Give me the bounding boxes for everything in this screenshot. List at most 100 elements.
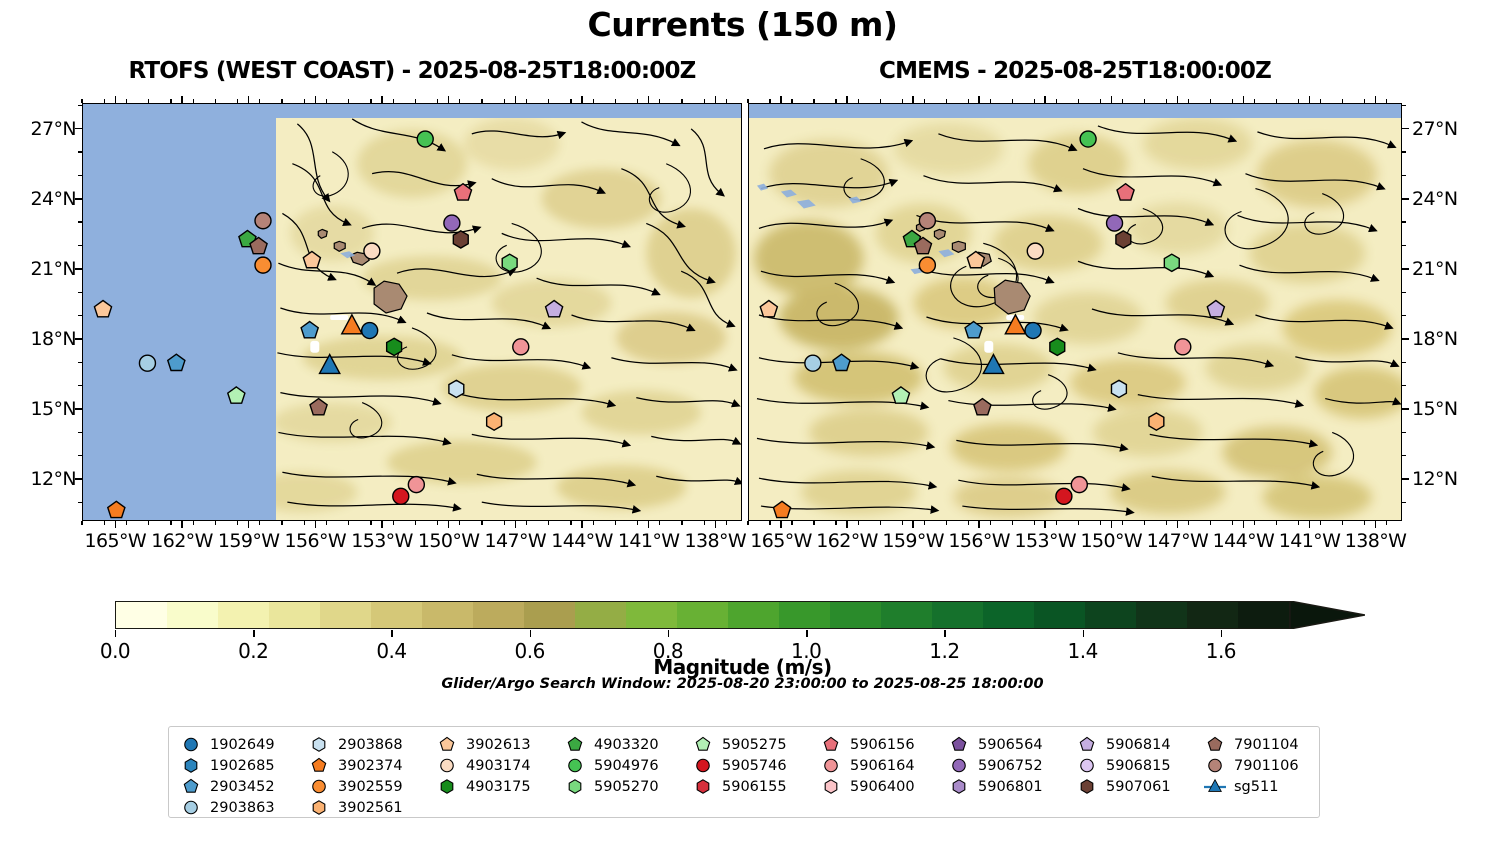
- map-marker-5906156[interactable]: [1116, 182, 1135, 201]
- map-marker-1902649[interactable]: [1024, 321, 1042, 340]
- x-tick-minor-top: [1055, 99, 1057, 103]
- map-marker-5907061[interactable]: [452, 230, 469, 249]
- y-tick-minor-right: [1402, 244, 1406, 247]
- map-marker-5906156[interactable]: [453, 182, 473, 201]
- legend-item-3902561[interactable]: 3902561: [307, 797, 435, 818]
- colorbar-segment-14: [830, 602, 881, 628]
- legend-item-5904976[interactable]: 5904976: [563, 755, 691, 776]
- map-marker-5904976[interactable]: [416, 130, 434, 148]
- map-marker-4903174[interactable]: [363, 242, 381, 260]
- map-marker-7901106[interactable]: [918, 212, 937, 230]
- colorbar-segment-8: [524, 602, 575, 628]
- map-marker-3902613[interactable]: [966, 250, 986, 269]
- map-marker-2903868[interactable]: [448, 379, 465, 399]
- map-marker-5905275[interactable]: [891, 386, 911, 404]
- map-marker-1902649[interactable]: [360, 321, 379, 340]
- legend-item-5905275[interactable]: 5905275: [691, 734, 819, 755]
- map-marker-3902613b[interactable]: [93, 299, 113, 318]
- map-marker-7901106[interactable]: [254, 212, 272, 230]
- map-marker-3902559[interactable]: [254, 256, 272, 274]
- legend-item-5906814[interactable]: 5906814: [1075, 734, 1203, 755]
- legend-item-sg511[interactable]: sg511: [1203, 776, 1331, 797]
- legend-item-5906155[interactable]: 5906155: [691, 776, 819, 797]
- map-marker-4903174[interactable]: [1026, 242, 1044, 260]
- map-marker-3902374[interactable]: [106, 500, 126, 519]
- map-marker-sg511[interactable]: [982, 353, 1005, 375]
- legend-label: 7901104: [1234, 736, 1299, 753]
- legend-item-5906156[interactable]: 5906156: [819, 734, 947, 755]
- map-marker-7901104[interactable]: [249, 236, 268, 255]
- map-marker-5904976[interactable]: [1079, 130, 1097, 148]
- map-marker-3902559[interactable]: [918, 256, 937, 274]
- legend-item-5906801[interactable]: 5906801: [947, 776, 1075, 797]
- map-marker-5906164[interactable]: [1174, 338, 1192, 356]
- legend-item-5906815[interactable]: 5906815: [1075, 755, 1203, 776]
- map-marker-5906752[interactable]: [443, 214, 461, 232]
- map-marker-5906814[interactable]: [544, 299, 564, 318]
- legend-item-5906400[interactable]: 5906400: [819, 776, 947, 797]
- legend-item-5906564[interactable]: 5906564: [947, 734, 1075, 755]
- map-marker-5905746[interactable]: [1055, 487, 1073, 506]
- map-marker-2903452[interactable]: [300, 320, 320, 339]
- map-panel-cmems[interactable]: [748, 103, 1402, 521]
- legend-item-2903863[interactable]: 2903863: [179, 797, 307, 818]
- legend-item-7901104[interactable]: 7901104: [1203, 734, 1331, 755]
- map-marker-2903452[interactable]: [964, 320, 983, 339]
- map-marker-5905275[interactable]: [226, 386, 246, 404]
- map-marker-5906164[interactable]: [512, 338, 530, 356]
- map-marker-sg626[interactable]: [340, 313, 364, 335]
- map-marker-2903452b[interactable]: [166, 353, 186, 372]
- legend-item-7901106[interactable]: 7901106: [1203, 755, 1331, 776]
- map-marker-4903175[interactable]: [1049, 337, 1066, 357]
- legend-item-5905270[interactable]: 5905270: [563, 776, 691, 797]
- map-marker-2903452b[interactable]: [832, 353, 851, 372]
- x-tick-major-top: [381, 96, 383, 103]
- map-marker-5905270[interactable]: [1163, 253, 1180, 273]
- legend-item-2903868[interactable]: 2903868: [307, 734, 435, 755]
- map-marker-7901104b[interactable]: [973, 397, 992, 416]
- map-marker-7901104b[interactable]: [309, 397, 328, 416]
- legend-item-5906164[interactable]: 5906164: [819, 755, 947, 776]
- x-tick-minor-top: [703, 99, 705, 103]
- colorbar[interactable]: 0.0 0.2 0.4 0.6 0.8 1.0 1.2 1.4 1.6: [100, 601, 1365, 663]
- legend-item-2903452[interactable]: 2903452: [179, 776, 307, 797]
- legend-item-3902559[interactable]: 3902559: [307, 776, 435, 797]
- legend-item-3902374[interactable]: 3902374: [307, 755, 435, 776]
- platform-legend[interactable]: 1902649 1902685 2903452 2903863 2903868 39023…: [168, 726, 1320, 818]
- x-tick-major-top: [1176, 96, 1179, 103]
- map-marker-5907061[interactable]: [1115, 230, 1132, 249]
- map-marker-7901104[interactable]: [913, 236, 933, 255]
- legend-item-4903175[interactable]: 4903175: [435, 776, 563, 797]
- map-marker-sg626[interactable]: [1004, 313, 1027, 335]
- legend-item-4903174[interactable]: 4903174: [435, 755, 563, 776]
- map-marker-5906164b[interactable]: [407, 475, 426, 494]
- legend-item-1902685[interactable]: 1902685: [179, 755, 307, 776]
- map-marker-3902561[interactable]: [485, 412, 503, 431]
- map-marker-sg511[interactable]: [318, 353, 341, 375]
- legend-item-4903320[interactable]: 4903320: [563, 734, 691, 755]
- x-tick-minor-top: [1033, 99, 1035, 103]
- map-marker-3902613[interactable]: [302, 250, 322, 269]
- map-panel-rtofs[interactable]: [82, 103, 742, 521]
- map-marker-5906814[interactable]: [1206, 299, 1226, 318]
- legend-item-5907061[interactable]: 5907061: [1075, 776, 1203, 797]
- map-marker-3902613b[interactable]: [759, 299, 779, 318]
- legend-item-3902613[interactable]: 3902613: [435, 734, 563, 755]
- x-tick-minor: [659, 521, 661, 525]
- legend-item-5906752[interactable]: 5906752: [947, 755, 1075, 776]
- map-marker-3902561[interactable]: [1148, 412, 1165, 431]
- legend-marker-circle-icon: [307, 778, 331, 795]
- map-marker-2903868[interactable]: [1110, 379, 1128, 399]
- map-marker-5906752[interactable]: [1105, 214, 1124, 232]
- map-marker-5906164b[interactable]: [1070, 475, 1089, 494]
- colorbar-segment-20: [1136, 602, 1187, 628]
- map-marker-3902374[interactable]: [772, 500, 792, 519]
- legend-item-5905746[interactable]: 5905746: [691, 755, 819, 776]
- map-marker-4903175[interactable]: [385, 337, 403, 357]
- map-marker-5905270[interactable]: [501, 253, 518, 273]
- legend-item-1902649[interactable]: 1902649: [179, 734, 307, 755]
- map-marker-2903863[interactable]: [138, 354, 157, 372]
- map-marker-2903863[interactable]: [804, 354, 822, 372]
- x-tick-minor-top: [614, 99, 617, 103]
- map-marker-5905746[interactable]: [392, 487, 410, 506]
